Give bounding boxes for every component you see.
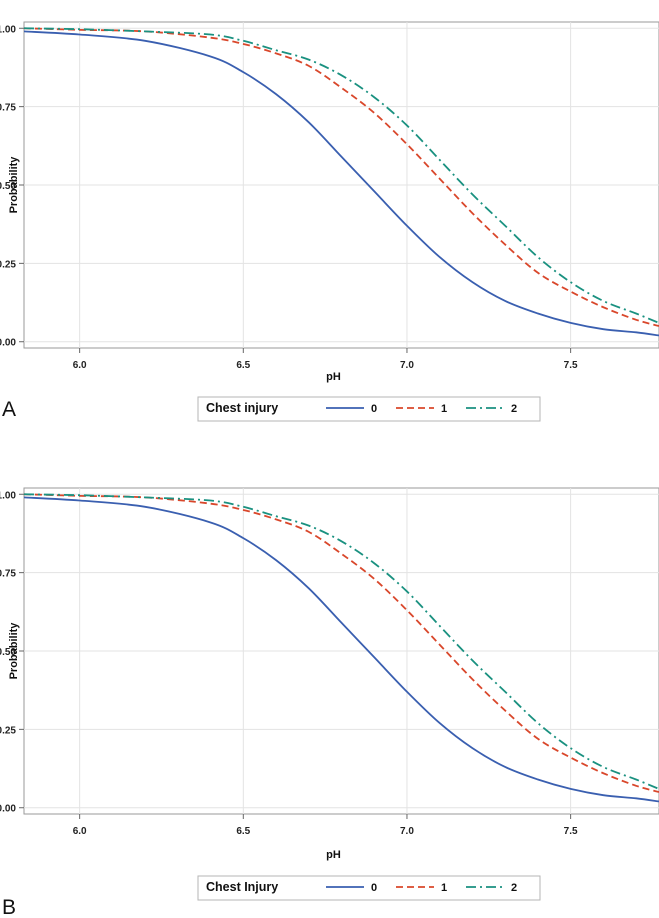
y-tick-label: 1.00 bbox=[0, 490, 16, 501]
legend-entry-label: 2 bbox=[511, 403, 517, 415]
series-line-0 bbox=[24, 30, 659, 337]
panel-label: B bbox=[2, 896, 16, 918]
x-tick-label: 7.5 bbox=[564, 826, 578, 837]
legend-box bbox=[197, 396, 541, 422]
y-tick-label: 0.00 bbox=[0, 338, 16, 349]
x-axis-label: pH bbox=[326, 849, 341, 861]
y-tick-label: 1.00 bbox=[0, 24, 16, 35]
legend-entry-label: 1 bbox=[441, 403, 447, 415]
series-line-2 bbox=[24, 493, 659, 790]
y-tick-label: 0.25 bbox=[0, 725, 16, 736]
panel-label: A bbox=[2, 398, 16, 421]
chart-panel-b: 6.0 6.5 7.0 7.5 0.00 0.25 0.50 0.75 1.00 pH Probab… bbox=[0, 487, 659, 918]
y-axis-label: Probability bbox=[8, 622, 20, 680]
series-line-1 bbox=[24, 493, 659, 793]
legend-title: Chest injury bbox=[206, 401, 278, 415]
y-tick-label: 0.50 bbox=[0, 647, 16, 658]
x-tick-label: 7.5 bbox=[564, 360, 578, 371]
legend-title: Chest Injury bbox=[206, 880, 278, 894]
x-tick-label: 7.0 bbox=[400, 360, 414, 371]
chart-panel-a: 6.0 6.5 7.0 7.5 0.00 0.25 0.50 0.75 1.00 pH Probab… bbox=[0, 21, 659, 422]
legend-entry-label: 1 bbox=[441, 882, 447, 894]
series-line-0 bbox=[24, 496, 659, 803]
y-tick-label: 0.25 bbox=[0, 259, 16, 270]
legend-entry-label: 0 bbox=[371, 882, 377, 894]
x-tick-label: 7.0 bbox=[400, 826, 414, 837]
x-tick-label: 6.0 bbox=[73, 360, 87, 371]
x-tick-label: 6.5 bbox=[236, 360, 250, 371]
legend-entry-label: 2 bbox=[511, 882, 517, 894]
y-tick-label: 0.75 bbox=[0, 103, 16, 114]
series-line-1 bbox=[24, 27, 659, 327]
y-tick-label: 0.50 bbox=[0, 181, 16, 192]
y-axis-label: Probability bbox=[8, 156, 20, 214]
x-tick-label: 6.5 bbox=[236, 826, 250, 837]
legend-entry-label: 0 bbox=[371, 403, 377, 415]
legend: Chest injury 0 1 2 bbox=[197, 396, 541, 422]
y-tick-label: 0.75 bbox=[0, 569, 16, 580]
legend-box bbox=[197, 875, 541, 901]
x-axis-label: pH bbox=[326, 371, 341, 383]
legend: Chest Injury 0 1 2 bbox=[197, 875, 541, 901]
y-tick-label: 0.00 bbox=[0, 804, 16, 815]
x-tick-label: 6.0 bbox=[73, 826, 87, 837]
series-line-2 bbox=[24, 27, 659, 324]
